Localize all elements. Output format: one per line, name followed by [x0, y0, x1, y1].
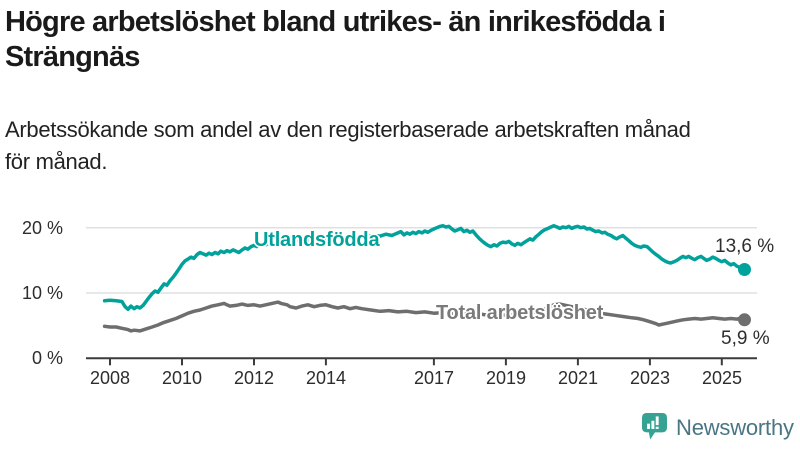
series-end-dot-1 — [738, 313, 751, 327]
x-axis-label: 2019 — [485, 368, 527, 388]
series-label-utlandsfodda: Utlandsfödda — [254, 229, 380, 251]
subtitle-line-1: Arbetssökande som andel av den registerb… — [5, 117, 691, 142]
x-axis-label: 2025 — [701, 368, 743, 388]
series-label-total-arbetsloshet: Total arbetslöshet — [436, 302, 604, 324]
title-line-1: Högre arbetslöshet bland utrikes- än inr… — [5, 6, 666, 38]
y-axis-label: 20 % — [21, 218, 63, 238]
x-axis-label: 2010 — [161, 368, 203, 388]
x-axis-label: 2012 — [233, 368, 275, 388]
y-axis-label: 10 % — [21, 283, 63, 303]
x-axis-label: 2021 — [557, 368, 599, 388]
x-axis-label: 2017 — [413, 368, 455, 388]
x-axis-label: 2014 — [305, 368, 347, 388]
end-value-total-arbetsloshet: 5,9 % — [721, 328, 770, 349]
x-axis-label: 2008 — [89, 368, 131, 388]
title-line-2: Strängnäs — [5, 41, 140, 73]
y-axis-label: 0 % — [31, 348, 63, 368]
page-title: Högre arbetslöshet bland utrikes- än inr… — [5, 5, 666, 75]
brand-name: Newsworthy — [676, 414, 794, 440]
chart-subtitle: Arbetssökande som andel av den registerb… — [5, 114, 691, 178]
series-line-1 — [102, 300, 747, 333]
newsworthy-bar-chart-icon — [641, 413, 668, 440]
subtitle-line-2: för månad. — [5, 149, 108, 174]
x-axis-label: 2023 — [629, 368, 671, 388]
newsworthy-logo[interactable]: Newsworthy — [641, 412, 794, 443]
series-line-0 — [102, 223, 747, 312]
end-value-utlandsfodda: 13,6 % — [715, 236, 775, 257]
series-end-dot-0 — [738, 263, 751, 276]
